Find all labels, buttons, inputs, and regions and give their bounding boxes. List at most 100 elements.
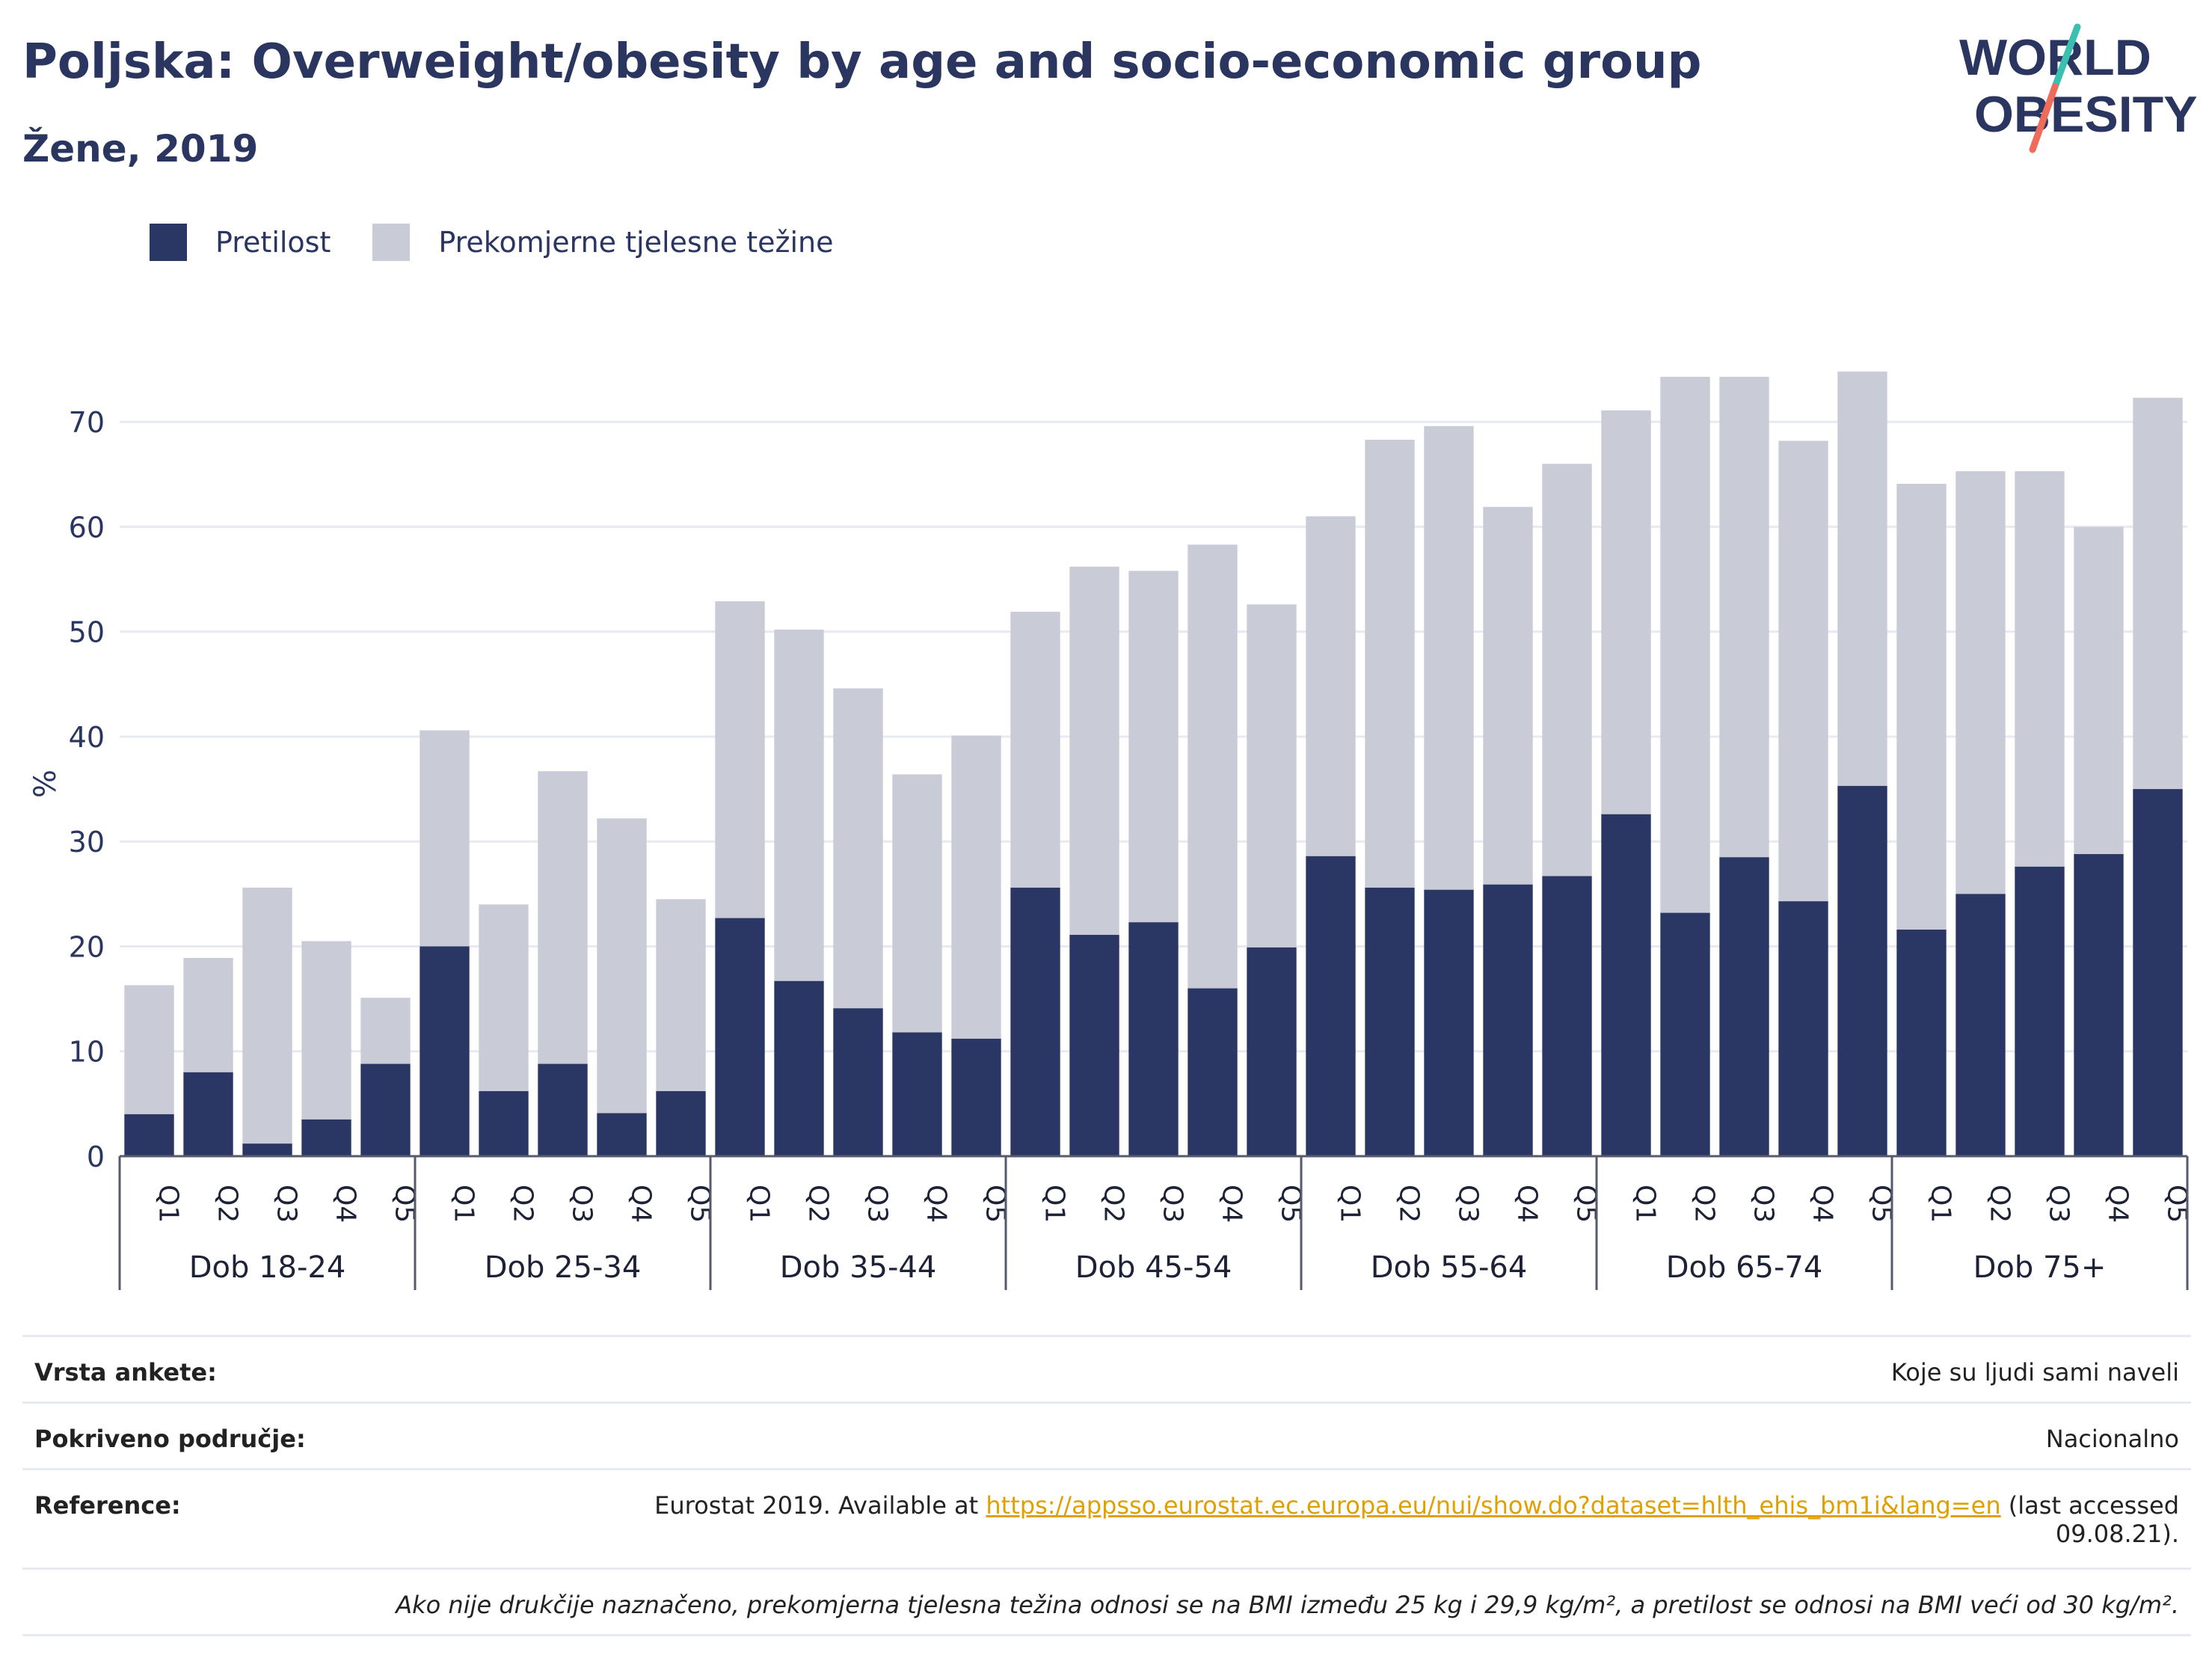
- bar-obesity: [242, 1143, 292, 1156]
- bar-overweight: [833, 688, 883, 1009]
- bar-overweight: [715, 601, 765, 918]
- bar-obesity: [479, 1091, 529, 1156]
- bar-obesity: [1837, 785, 1887, 1156]
- legend-label-obesity: Pretilost: [215, 226, 331, 259]
- x-tick-label: Q2: [1099, 1185, 1129, 1223]
- bar-obesity: [1719, 857, 1769, 1156]
- bar-overweight: [538, 771, 588, 1064]
- x-tick-label: Q1: [153, 1185, 184, 1223]
- bar-overweight: [656, 899, 706, 1092]
- bar-overweight: [1247, 604, 1297, 948]
- bar-overweight: [301, 941, 351, 1120]
- x-tick-label: Q3: [1748, 1185, 1779, 1223]
- bar-overweight: [479, 904, 529, 1092]
- x-tick-label: Q2: [1689, 1185, 1720, 1223]
- bar-overweight: [1069, 566, 1119, 936]
- bar-obesity: [2015, 866, 2065, 1156]
- group-label: Dob 18-24: [189, 1250, 346, 1285]
- x-tick-label: Q4: [921, 1185, 952, 1223]
- logo-slash-teal: [2051, 23, 2081, 90]
- legend-swatch-obesity: [150, 224, 187, 261]
- x-tick-label: Q4: [1512, 1185, 1543, 1223]
- x-tick-label: Q3: [2044, 1185, 2074, 1223]
- legend-label-overweight: Prekomjerne tjelesne težine: [438, 226, 834, 259]
- coverage-key: Pokriveno područje:: [34, 1425, 306, 1453]
- x-tick-label: Q2: [1985, 1185, 2015, 1223]
- bar-obesity: [656, 1091, 706, 1156]
- x-tick-label: Q1: [449, 1185, 479, 1223]
- bar-obesity: [1956, 894, 2006, 1156]
- bar-obesity: [833, 1008, 883, 1156]
- survey-info-table: Vrsta ankete: Koje su ljudi sami naveli …: [22, 1335, 2191, 1636]
- bar-obesity: [597, 1113, 647, 1156]
- bar-overweight: [1483, 506, 1533, 885]
- survey-type-key: Vrsta ankete:: [34, 1358, 217, 1387]
- y-tick-label: 20: [69, 930, 105, 963]
- x-tick-label: Q2: [212, 1185, 243, 1223]
- reference-link[interactable]: https://appsso.eurostat.ec.europa.eu/nui…: [986, 1491, 2001, 1520]
- group-label: Dob 45-54: [1075, 1250, 1232, 1285]
- bar-obesity: [1188, 988, 1238, 1156]
- bar-overweight: [1660, 376, 1710, 913]
- x-tick-label: Q3: [1453, 1185, 1484, 1223]
- survey-type-row: Vrsta ankete: Koje su ljudi sami naveli: [22, 1335, 2191, 1401]
- bar-obesity: [1365, 887, 1415, 1156]
- bar-obesity: [1069, 935, 1119, 1156]
- bar-overweight: [1010, 612, 1060, 888]
- group-label: Dob 35-44: [780, 1250, 937, 1285]
- definition-note: Ako nije drukčije naznačeno, prekomjerna…: [396, 1591, 2179, 1619]
- chart-legend: Pretilost Prekomjerne tjelesne težine: [150, 223, 876, 262]
- logo-text-obesity: OBESITY: [1974, 86, 2198, 143]
- coverage-row: Pokriveno područje: Nacionalno: [22, 1401, 2191, 1468]
- bar-overweight: [1188, 544, 1238, 989]
- x-tick-label: Q3: [862, 1185, 893, 1223]
- x-tick-label: Q4: [1217, 1185, 1247, 1223]
- bar-overweight: [242, 887, 292, 1144]
- bar-obesity: [892, 1032, 942, 1156]
- definition-note-row: Ako nije drukčije naznačeno, prekomjerna…: [22, 1568, 2191, 1636]
- group-label: Dob 65-74: [1666, 1250, 1823, 1285]
- bar-obesity: [2133, 789, 2183, 1156]
- bar-obesity: [2074, 854, 2124, 1156]
- bar-obesity: [538, 1063, 588, 1156]
- x-tick-label: Q2: [803, 1185, 834, 1223]
- bar-overweight: [1778, 440, 1828, 902]
- bar-obesity: [1128, 922, 1179, 1156]
- page-title: Poljska: Overweight/obesity by age and s…: [22, 34, 1702, 90]
- y-axis-label: %: [28, 770, 63, 798]
- x-tick-label: Q4: [331, 1185, 361, 1223]
- x-tick-label: Q1: [744, 1185, 775, 1223]
- x-tick-label: Q2: [508, 1185, 538, 1223]
- bar-overweight: [1896, 483, 1947, 930]
- bar-obesity: [1542, 876, 1592, 1156]
- bar-overweight: [951, 735, 1001, 1039]
- x-tick-label: Q4: [626, 1185, 657, 1223]
- bar-overweight: [774, 629, 824, 981]
- bar-obesity: [1424, 889, 1474, 1156]
- bar-overweight: [1542, 464, 1592, 876]
- x-tick-label: Q3: [271, 1185, 302, 1223]
- group-label: Dob 25-34: [485, 1250, 642, 1285]
- bar-overweight: [2133, 397, 2183, 790]
- bar-overweight: [1365, 440, 1415, 888]
- x-tick-label: Q3: [567, 1185, 597, 1223]
- x-tick-label: Q1: [1039, 1185, 1070, 1223]
- bar-obesity: [1010, 887, 1060, 1156]
- bar-overweight: [1719, 376, 1769, 858]
- y-tick-label: 30: [69, 826, 105, 859]
- y-tick-label: 10: [69, 1036, 105, 1069]
- y-tick-label: 60: [69, 511, 105, 544]
- reference-key: Reference:: [34, 1491, 181, 1520]
- legend-swatch-overweight: [372, 224, 411, 261]
- coverage-value: Nacionalno: [2045, 1425, 2179, 1453]
- y-tick-label: 50: [69, 616, 105, 649]
- bar-overweight: [1837, 371, 1887, 786]
- bar-overweight: [2015, 471, 2065, 867]
- bar-overweight: [892, 774, 942, 1033]
- bar-overweight: [420, 730, 470, 947]
- bar-obesity: [1660, 912, 1710, 1156]
- reference-suffix: (last accessed: [2000, 1491, 2179, 1520]
- x-tick-label: Q4: [2103, 1185, 2133, 1223]
- bar-overweight: [597, 818, 647, 1114]
